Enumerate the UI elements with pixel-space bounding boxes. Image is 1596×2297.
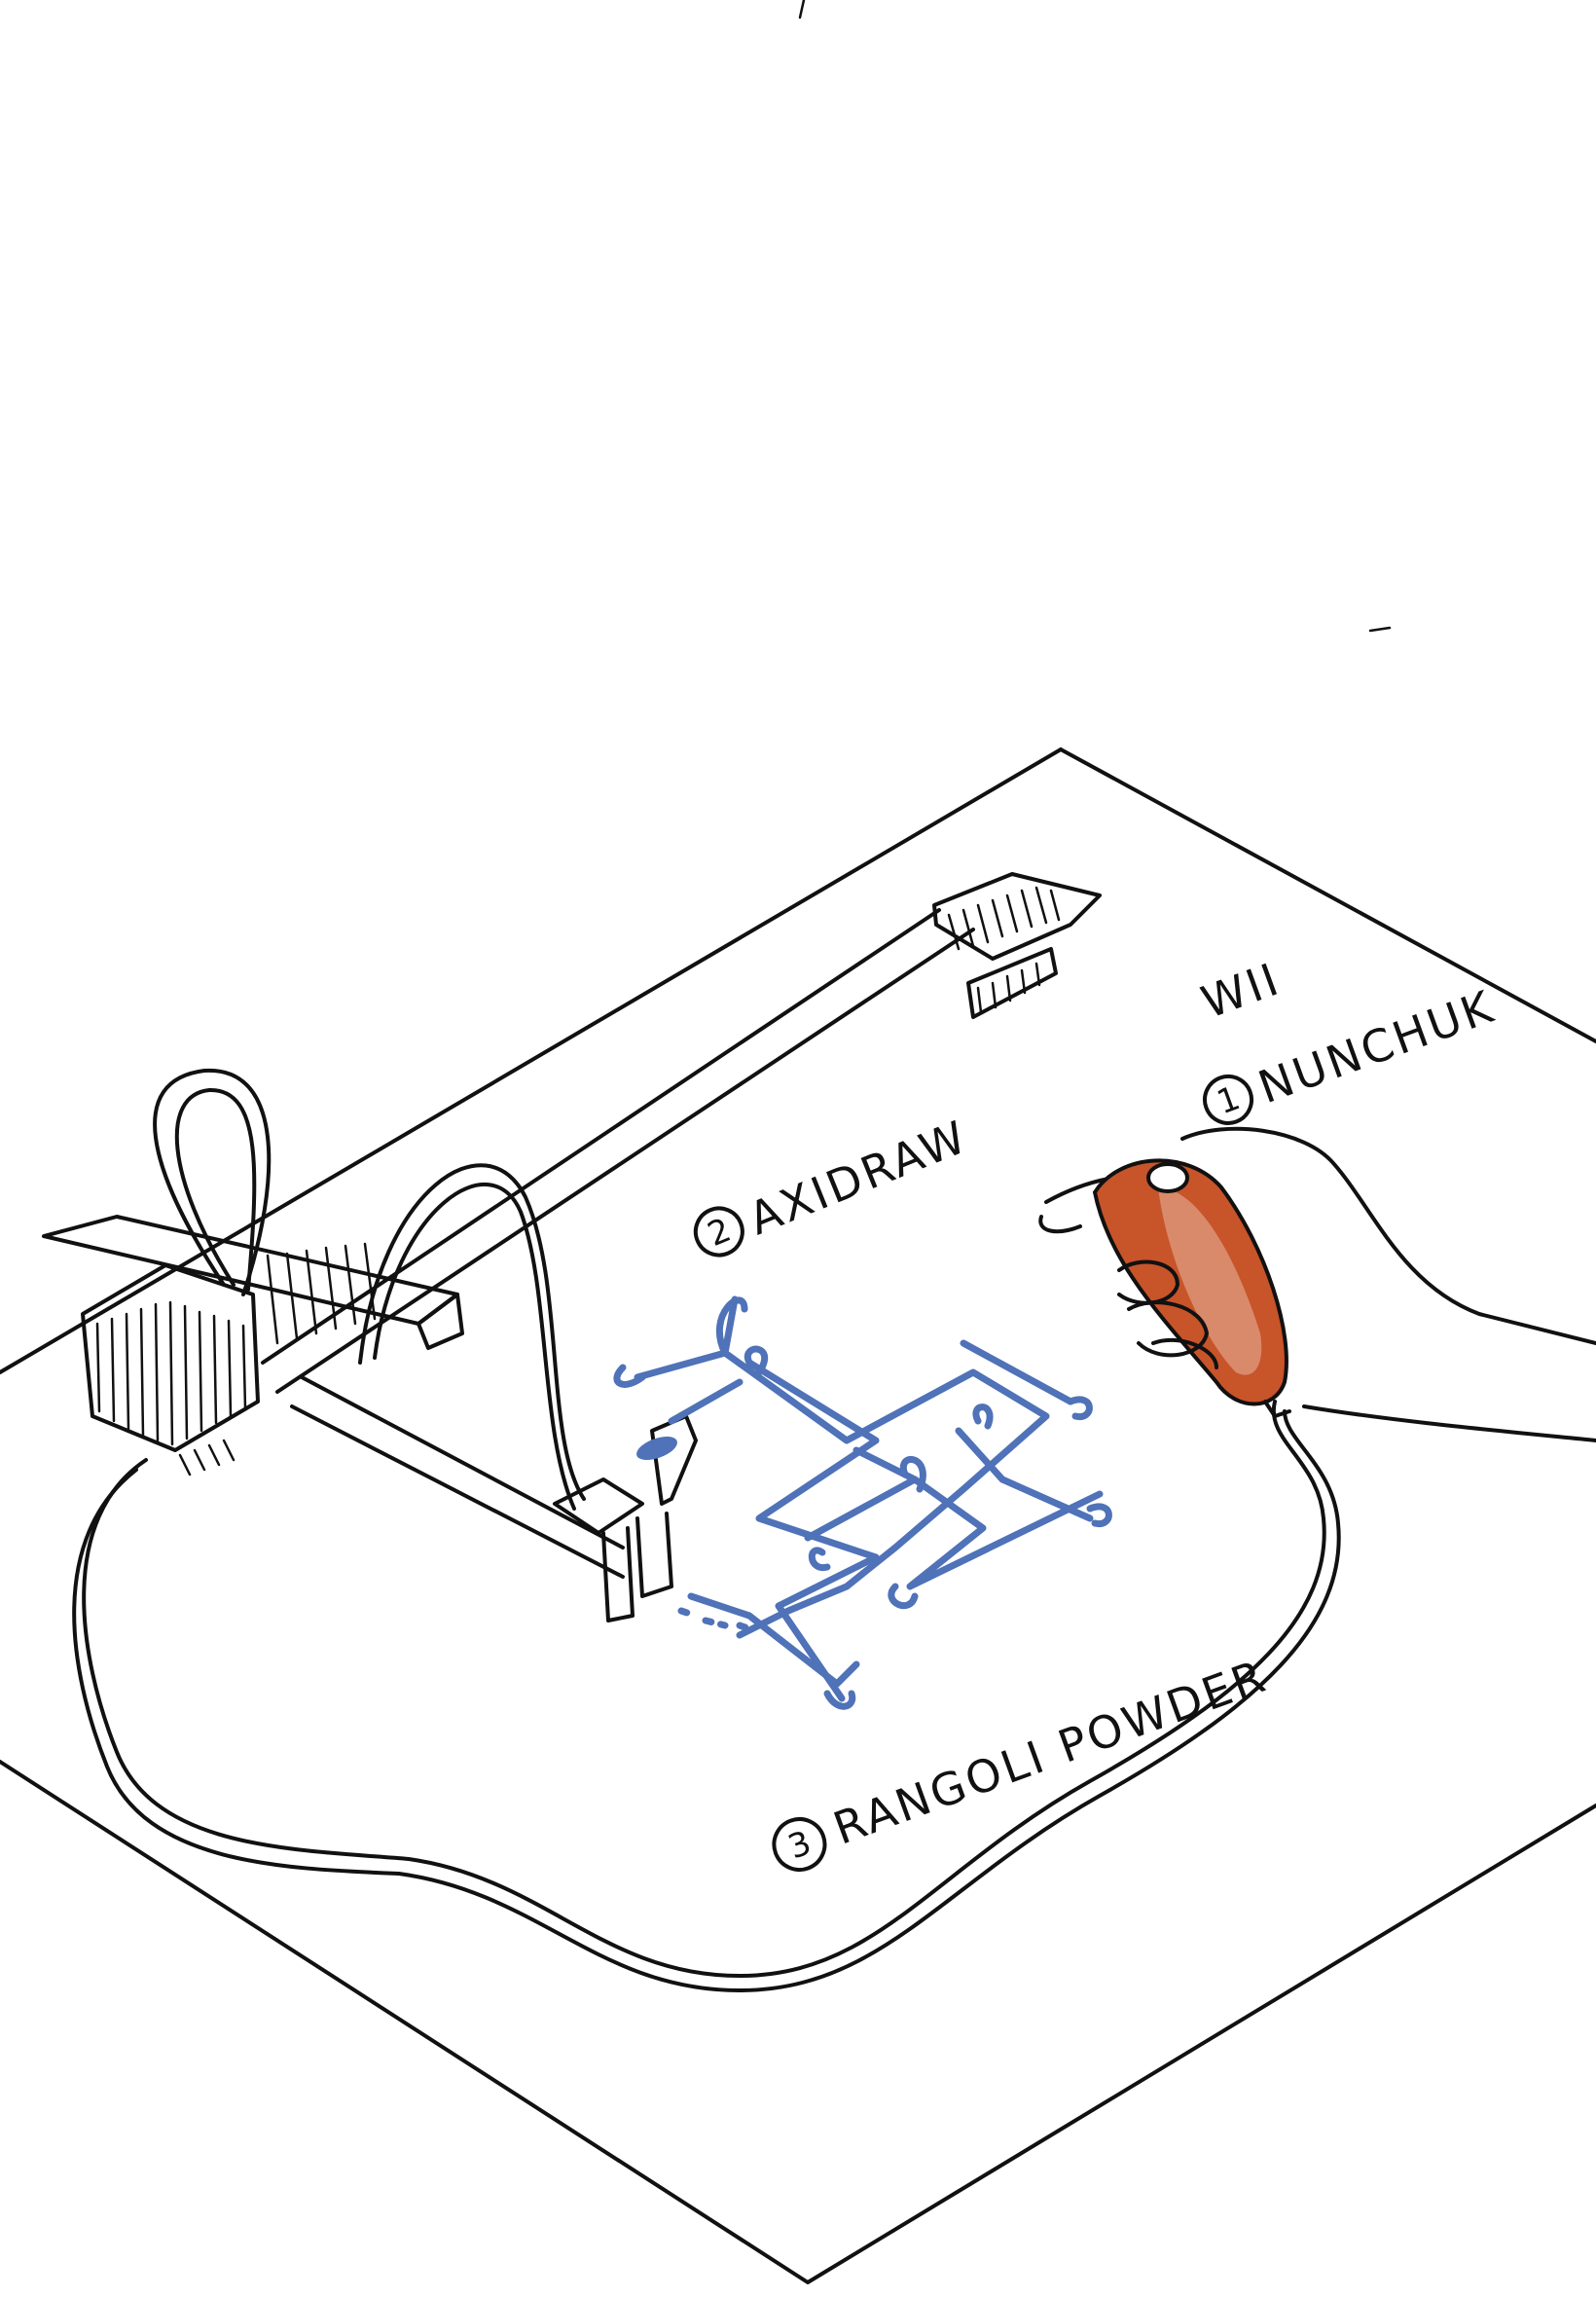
nunchuk-label-line2: NUNCHUK [1251, 980, 1502, 1114]
axidraw-number: 2 [703, 1211, 737, 1255]
label-number-circle [693, 1206, 744, 1258]
arm-cable [358, 1163, 586, 1501]
label-axidraw: 2 AXIDRAW [693, 1110, 975, 1258]
label-rangoli: 3 RANGOLI POWDER [772, 1649, 1274, 1873]
nunchuk-label-line1: WII [1195, 952, 1288, 1029]
joystick-icon [1146, 1162, 1189, 1193]
wii-nunchuk-hand [1038, 1126, 1596, 1442]
table-surface [0, 747, 1596, 2284]
cable-loop [153, 1068, 272, 1296]
rail-end-block [932, 872, 1102, 1019]
stepper-motor [81, 1242, 377, 1477]
nunchuk-cable [82, 1400, 1326, 1978]
axidraw-label: AXIDRAW [742, 1110, 975, 1245]
label-number-circle [772, 1817, 827, 1873]
label-nunchuk: WII 1 NUNCHUK [1195, 952, 1502, 1125]
nunchuk-number: 1 [1212, 1078, 1245, 1122]
rangoli-pattern [613, 1295, 1112, 1710]
rangoli-number: 3 [783, 1823, 816, 1867]
label-number-circle [1203, 1074, 1254, 1125]
stray-mark [798, 0, 806, 19]
pen-carriage [553, 1414, 698, 1622]
axidraw-plotter [42, 872, 1102, 1622]
stray-mark [1368, 626, 1392, 633]
